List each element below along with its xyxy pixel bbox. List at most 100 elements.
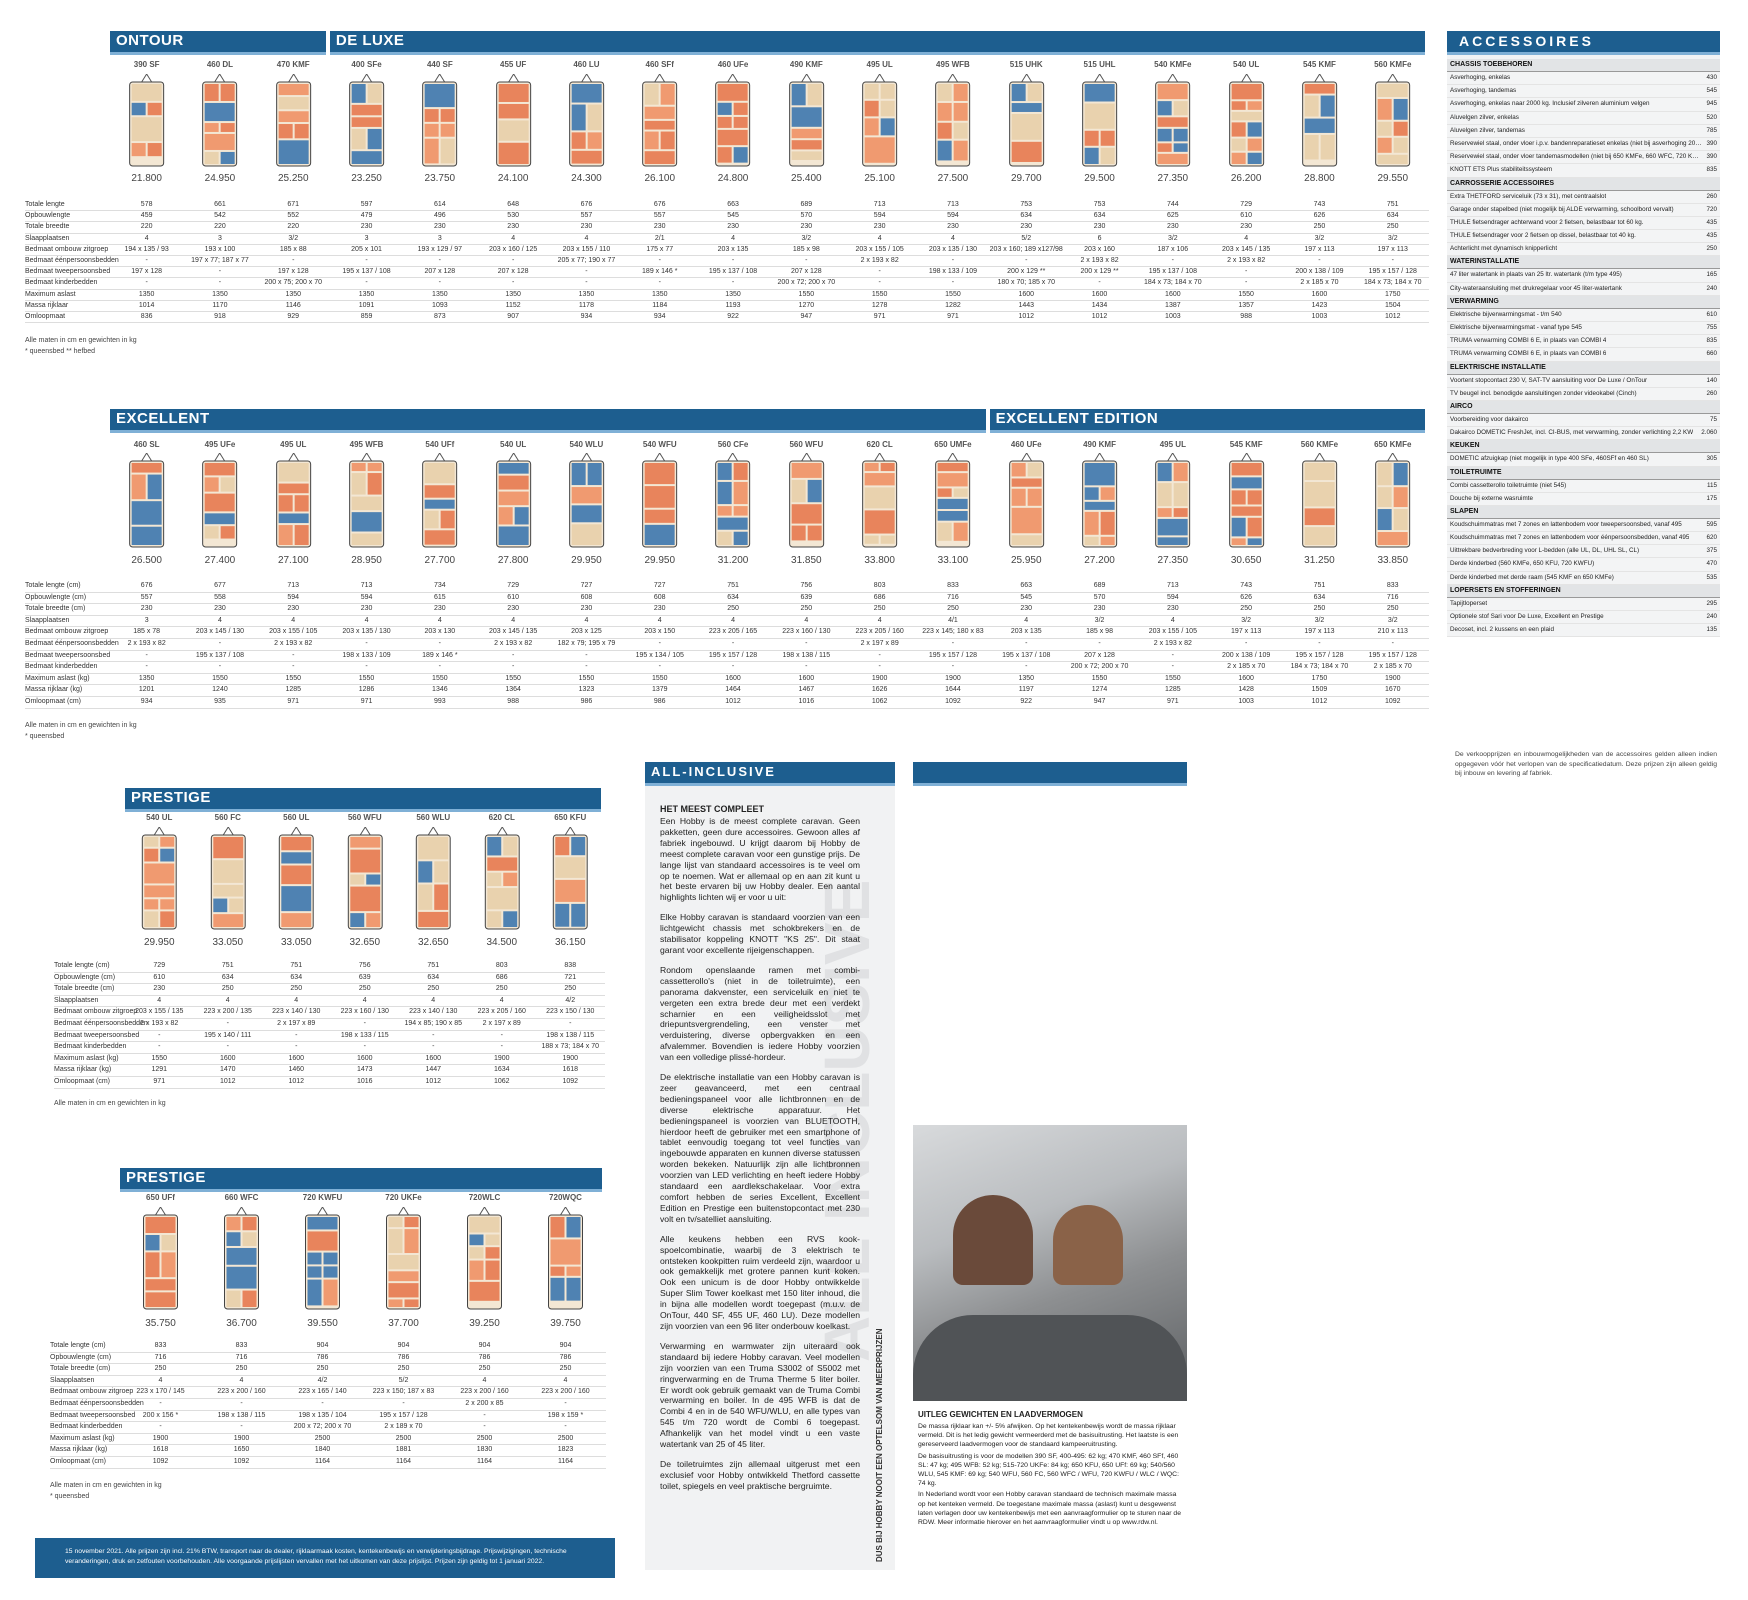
spec-cell: 250 (1240, 605, 1252, 613)
spec-cell: - (1025, 257, 1028, 264)
plan-part (937, 102, 952, 121)
plan-part (424, 485, 455, 498)
spec-cell: 947 (1093, 698, 1106, 705)
plan-part (953, 140, 968, 161)
model-name: 650 KMFe (1374, 440, 1412, 449)
spec-cell: 250 (290, 985, 303, 993)
accessory-name: TRUMA verwarming COMBI 6 E, in plaats va… (1450, 337, 1607, 345)
group-title: CARROSSERIE ACCESSOIRES (1447, 177, 1720, 191)
plan-part (440, 109, 455, 122)
row-rule (25, 661, 1430, 663)
spec-cell: 1750 (1311, 674, 1328, 682)
plan-part (144, 863, 175, 884)
accessory-row: TV beugel incl. benodigde aansluitingen … (1447, 388, 1720, 401)
spec-cell: 198 x 133 / 109 (928, 268, 978, 276)
spec-cell: 904 (316, 1342, 329, 1349)
spec-cell: 4 (225, 996, 230, 1004)
accessory-price: 305 (1706, 455, 1717, 463)
spec-cell: 713 (1166, 582, 1179, 589)
spec-cell: 3 (144, 616, 149, 624)
row-rule (54, 1076, 605, 1077)
plan-part (718, 84, 749, 101)
spec-cell: 198 x 138 / 115 (217, 1411, 266, 1419)
plan-part (1304, 118, 1335, 133)
plan-part (1320, 134, 1335, 160)
spec-cell: 194 x 135 / 93 (124, 245, 169, 253)
plan-part (281, 852, 312, 864)
plan-part (1377, 463, 1392, 486)
accessory-price: 435 (1706, 218, 1717, 226)
spec-cell: 1600 (1018, 290, 1035, 298)
plan-part (1231, 84, 1262, 100)
spec-cell: - (365, 257, 368, 264)
spec-cell: 188 x 73; 184 x 70 (541, 1043, 600, 1051)
drawbar (427, 827, 439, 836)
accessory-name: Elektrische bijverwarmingsmat - t/m 540 (1450, 310, 1562, 318)
spec-cell: 1291 (151, 1066, 168, 1074)
plan-part (953, 84, 968, 101)
plan-part (571, 837, 586, 856)
spec-cell: 230 (433, 223, 446, 231)
model-price: 24.300 (571, 173, 602, 184)
spec-cell: 4 (157, 996, 162, 1004)
plan-part (1231, 463, 1262, 476)
spec-cell: - (658, 663, 661, 671)
spec-cell: 4 (144, 234, 149, 242)
plan-part (131, 117, 162, 142)
plan-part (220, 526, 235, 539)
model-price: 32.650 (349, 937, 381, 948)
plan-part (204, 84, 219, 101)
spec-cell: 1550 (285, 674, 302, 682)
model-name: 400 SFe (351, 60, 382, 69)
all-inclusive-panel: ALL-INCLUSIVE ALL INCLUSIVE DUS BIJ HOBB… (645, 762, 895, 1570)
spec-cell: - (240, 1423, 243, 1431)
spec-cell: 734 (433, 582, 446, 589)
spec-cell: 1003 (1165, 313, 1181, 320)
spec-cell: 1350 (285, 290, 302, 298)
spec-cell: 195 x 140 / 111 (204, 1031, 252, 1039)
model-price: 25.400 (791, 173, 822, 184)
spec-cell: 250 (873, 605, 886, 613)
plan-part (160, 837, 175, 847)
plan-part (1011, 507, 1042, 534)
model-price: 25.100 (864, 173, 895, 184)
spec-cell: 557 (580, 212, 593, 220)
plan-part (550, 1277, 565, 1301)
plan-part (1027, 84, 1042, 102)
spec-cell: 1550 (871, 290, 888, 298)
spec-cell: 1092 (562, 1078, 579, 1085)
model-price: 31.850 (791, 555, 822, 566)
plan-part (424, 84, 455, 108)
model-name: 455 UF (500, 60, 527, 69)
section-bar: ONTOUR (110, 31, 326, 55)
accessory-row: Douche bij externe wasruimte 175 (1447, 493, 1720, 506)
accessory-name: THULE fietsendrager voor 2 fietsen op di… (1450, 232, 1636, 240)
plan-part (644, 106, 675, 119)
spec-cell: 971 (1166, 698, 1179, 705)
plan-part (644, 509, 675, 523)
plan-part (1247, 101, 1262, 110)
spec-cell: - (438, 663, 441, 671)
plan-part (864, 463, 879, 472)
plan-part (204, 133, 235, 150)
group-title: WATERINSTALLATIE (1447, 256, 1720, 270)
plan-part (351, 128, 366, 150)
plan-part (807, 525, 822, 541)
plan-part (388, 1229, 403, 1254)
spec-cell: 4/1 (948, 616, 958, 624)
plan-part (864, 118, 879, 136)
model-name: 540 KMFe (1154, 60, 1192, 69)
model-name: 560 KMFe (1374, 60, 1412, 69)
plan-part (514, 507, 529, 525)
drawbar (1314, 74, 1325, 83)
spec-cell: 676 (580, 201, 593, 208)
plan-part (566, 1266, 581, 1276)
spec-cell: - (292, 651, 295, 659)
spec-cell: 873 (433, 313, 446, 320)
accessory-name: Elektrische bijverwarmingsmat - vanaf ty… (1450, 324, 1582, 331)
spec-cell: - (658, 640, 661, 647)
spec-cell: 833 (947, 582, 959, 589)
spec-cell: 1062 (493, 1078, 510, 1085)
model-price: 35.750 (145, 1318, 176, 1329)
model-price: 33.100 (937, 555, 969, 566)
